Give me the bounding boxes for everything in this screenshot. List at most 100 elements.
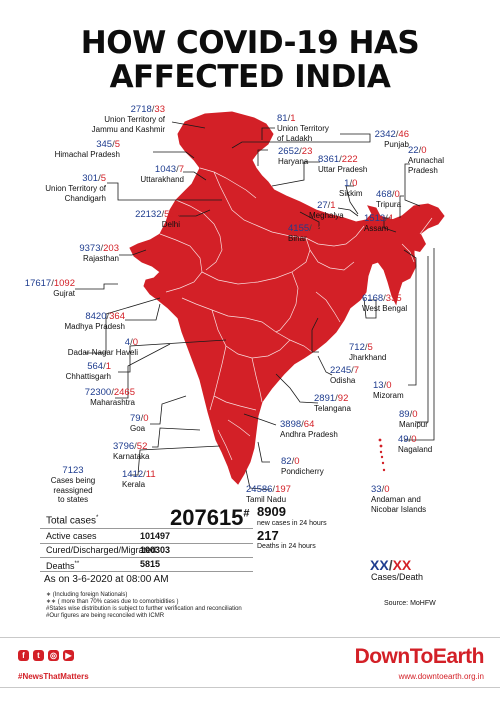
cases-goa: 79 xyxy=(130,413,141,424)
cases-odisha: 2245 xyxy=(330,365,352,376)
youtube-icon[interactable]: ▶ xyxy=(63,650,74,661)
label-haryana: 2652/23 Haryana xyxy=(278,146,313,166)
cases-jharkhand: 712 xyxy=(349,342,365,353)
name-sikkim: Sikkim xyxy=(339,189,363,198)
label-pondicherry: 82/0 Pondicherry xyxy=(281,456,324,476)
cases-rajasthan: 9373 xyxy=(79,243,101,254)
deaths-delhi: 556 xyxy=(164,209,180,220)
label-maharashtra: 72300/2465 Maharashtra xyxy=(84,387,135,407)
active-cases-value: 101497 xyxy=(140,531,171,541)
footer-divider xyxy=(0,637,500,638)
cases-uttarakhand: 1043 xyxy=(154,164,177,175)
deaths-arunachal: 0 xyxy=(421,145,427,156)
note-2: ∗∗ ( more than 70% cases due to comorbid… xyxy=(46,599,179,605)
northeast-shape xyxy=(398,226,426,252)
name-uttarakhand: Uttarakhand xyxy=(140,175,184,184)
cases-meghalaya: 27 xyxy=(317,200,328,211)
deaths-ap: 64 xyxy=(303,419,315,430)
new-cases-label: new cases in 24 hours xyxy=(257,520,327,527)
deaths-rajasthan: 203 xyxy=(103,243,119,254)
source: Source: MoHFW xyxy=(384,600,436,607)
note-4: #Our figures are being reconciled with I… xyxy=(46,613,165,619)
note-1: ∗ (Including foreign Nationals) xyxy=(46,592,128,598)
legend-cases-sample: XX xyxy=(370,557,389,573)
active-cases-label: Active cases xyxy=(46,531,97,541)
label-assam: 1513/4 Assam xyxy=(364,213,394,233)
legend-deaths-sample: XX xyxy=(392,557,412,573)
deaths-uttarakhand: 7 xyxy=(178,164,184,175)
cases-assam: 1513 xyxy=(364,213,386,224)
total-cases-value: 207615# xyxy=(170,505,250,531)
deaths-bihar: 24 xyxy=(311,223,323,234)
name-odisha: Odisha xyxy=(330,376,356,385)
deaths-wb: 335 xyxy=(385,293,402,304)
deaths-tn: 197 xyxy=(275,484,291,495)
name-jk-2: Jammu and Kashmir xyxy=(91,124,165,134)
hashtag: #NewsThatMatters xyxy=(18,672,89,681)
label-telangana: 2891/92 Telangana xyxy=(314,393,351,413)
table-divider xyxy=(40,543,253,544)
label-madhya-pradesh: 8420/364 Madhya Pradesh xyxy=(64,311,125,331)
deaths-haryana: 23 xyxy=(301,146,313,157)
legend-sep: / xyxy=(388,557,393,573)
name-goa: Goa xyxy=(130,424,146,433)
table-divider xyxy=(40,557,253,558)
reassigned-line3: to states xyxy=(57,495,89,504)
cases-manipur: 89 xyxy=(399,409,410,420)
deaths-hp: 5 xyxy=(114,139,120,150)
name-bihar: Bihar xyxy=(288,234,307,243)
cases-jk: 2718 xyxy=(130,104,152,115)
name-karnataka: Karnataka xyxy=(113,452,150,461)
deaths-andaman: 0 xyxy=(384,484,390,495)
deaths-jk: 33 xyxy=(154,104,165,115)
deaths-chhattisgarh: 1 xyxy=(105,361,111,372)
cases-mizoram: 13 xyxy=(373,380,384,391)
cases-andaman: 33 xyxy=(371,484,382,495)
label-punjab: 2342/46 Punjab xyxy=(374,129,409,149)
name-haryana: Haryana xyxy=(278,157,309,166)
deaths-kerala: 11 xyxy=(145,469,156,480)
name-rajasthan: Rajasthan xyxy=(82,254,119,263)
website-link[interactable]: www.downtoearth.org.in xyxy=(398,672,484,681)
brand-logo: DownToEarth xyxy=(354,645,485,668)
name-wb: West Bengal xyxy=(362,304,408,313)
cases-hp: 345 xyxy=(96,139,113,150)
cured-row: Cured/Discharged/Migrated 100303 xyxy=(40,543,253,557)
label-andaman: 33/0 Andaman and Nicobar Islands xyxy=(371,484,427,514)
cases-dnh: 4 xyxy=(124,337,131,348)
deaths-nagaland: 0 xyxy=(411,434,417,445)
footer-divider-bottom xyxy=(0,687,500,688)
name-andaman-2: Nicobar Islands xyxy=(371,504,427,514)
deaths-jharkhand: 5 xyxy=(367,342,373,353)
name-ladakh-2: of Ladakh xyxy=(277,133,313,143)
andaman-islands-shape xyxy=(378,438,386,472)
page-title: HOW COVID-19 HAS AFFECTED INDIA xyxy=(0,26,500,94)
cases-ap: 3898 xyxy=(280,419,302,430)
name-chandigarh-1: Union Territory of xyxy=(45,184,106,193)
deaths-karnataka: 52 xyxy=(136,441,148,452)
deaths-24h-label: Deaths in 24 hours xyxy=(257,543,316,550)
deaths-up: 222 xyxy=(341,154,358,165)
label-kerala: 1412/11 Kerala xyxy=(122,469,156,489)
name-tripura: Tripura xyxy=(376,200,402,209)
cases-bihar: 4155 xyxy=(288,223,310,234)
twitter-icon[interactable]: t xyxy=(33,650,44,661)
name-chhattisgarh: Chhattisgarh xyxy=(65,372,111,381)
legend-cases-label: Cases xyxy=(371,572,397,582)
cases-chhattisgarh: 564 xyxy=(87,361,104,372)
name-punjab: Punjab xyxy=(384,140,409,149)
name-arunachal-1: Arunachal xyxy=(408,156,445,165)
deaths-meghalaya: 1 xyxy=(330,200,336,211)
label-uttarakhand: 1043/7 Uttarakhand xyxy=(140,164,184,184)
cases-pondicherry: 82 xyxy=(281,456,292,467)
instagram-icon[interactable]: ◎ xyxy=(48,650,59,661)
name-pondicherry: Pondicherry xyxy=(281,467,324,476)
name-mp: Madhya Pradesh xyxy=(64,322,125,331)
facebook-icon[interactable]: f xyxy=(18,650,29,661)
label-odisha: 2245/7 Odisha xyxy=(330,365,360,385)
state-borders xyxy=(159,159,433,461)
total-cases-mark: * xyxy=(96,515,99,521)
legend-labels: Cases/Death xyxy=(371,572,424,582)
cured-label: Cured/Discharged/Migrated xyxy=(46,545,157,555)
